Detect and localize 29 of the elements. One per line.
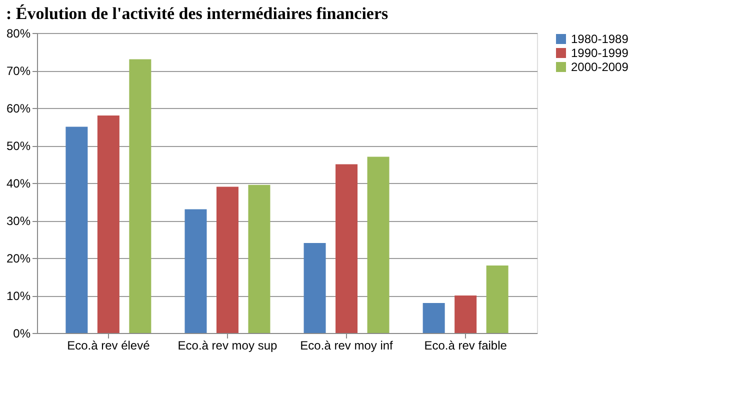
bar [304,243,326,333]
bar [486,266,508,333]
bar [184,209,207,333]
bar [66,126,88,333]
bar [97,116,120,333]
chart-title: : Évolution de l'activité des intermédiaires financiers [6,4,389,23]
x-tick-label: Eco.à rev moy inf [300,338,394,352]
y-tick-label: 30% [6,214,31,228]
legend-label: 1990-1999 [571,46,629,60]
y-tick-label: 70% [6,64,31,78]
x-tick-label: Eco.à rev élevé [67,338,150,352]
y-tick-label: 20% [6,252,31,266]
bar [336,164,358,333]
bar [422,303,445,333]
bar [454,296,477,333]
y-tick-label: 80% [6,26,31,40]
y-tick-label: 10% [6,289,31,303]
bar [248,184,270,333]
x-tick-label: Eco.à rev moy sup [178,338,278,352]
y-tick-label: 40% [6,176,31,190]
bar [367,156,390,333]
y-tick-label: 60% [6,102,31,116]
y-tick-label: 50% [6,139,31,153]
x-tick-label: Eco.à rev faible [424,338,508,352]
legend-label: 1980-1989 [571,32,629,46]
bar [216,186,238,333]
bar [129,59,152,333]
y-tick-label: 0% [13,326,31,340]
legend-label: 2000-2009 [571,60,629,74]
